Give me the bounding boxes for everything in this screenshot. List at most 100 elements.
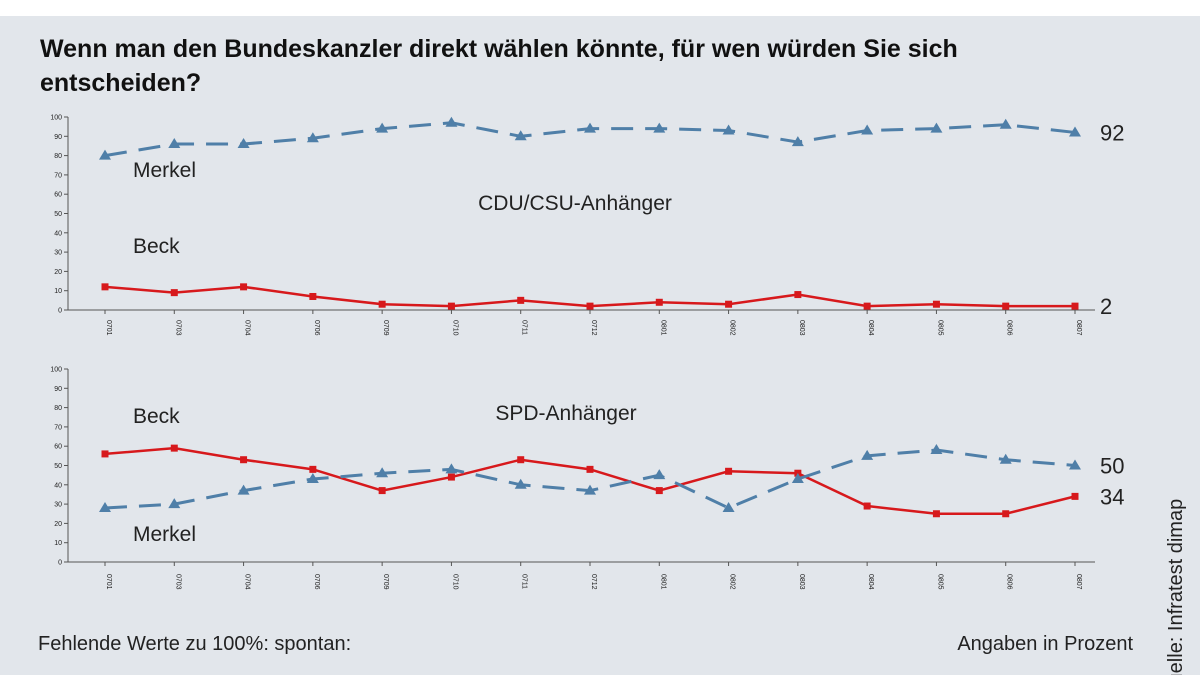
- point: [863, 302, 871, 310]
- point: [514, 130, 527, 141]
- point: [237, 484, 250, 495]
- point: [170, 289, 178, 297]
- y-tick-label: 10: [54, 540, 62, 547]
- point: [309, 292, 317, 300]
- point: [1069, 459, 1081, 470]
- point: [514, 478, 527, 489]
- point: [376, 122, 389, 133]
- x-tick-label: 0706: [313, 320, 320, 336]
- point: [584, 122, 596, 133]
- y-tick-label: 50: [54, 211, 62, 218]
- point: [863, 502, 871, 510]
- y-tick-label: 20: [54, 269, 62, 276]
- x-tick-label: 0704: [244, 320, 251, 336]
- y-tick-label: 90: [54, 134, 62, 141]
- y-tick-label: 60: [54, 192, 62, 199]
- point: [1002, 302, 1010, 310]
- point: [791, 473, 804, 484]
- point: [655, 298, 663, 306]
- x-tick-label: 0807: [1075, 320, 1082, 336]
- end-value-label: 50: [1100, 454, 1124, 479]
- point: [306, 132, 319, 143]
- point: [932, 300, 940, 308]
- series-label: Merkel: [133, 523, 196, 546]
- point: [794, 291, 802, 299]
- point: [309, 465, 317, 473]
- footer-note: Fehlende Werte zu 100%: spontan:: [38, 633, 351, 655]
- x-tick-label: 0701: [105, 320, 112, 336]
- y-tick-label: 40: [54, 230, 62, 237]
- x-tick-label: 0706: [313, 574, 320, 590]
- source: Quelle: Infratest dimap: [1165, 499, 1187, 675]
- y-tick-label: 100: [50, 115, 62, 122]
- panel-title: SPD-Anhänger: [495, 402, 636, 425]
- point: [445, 116, 458, 127]
- point: [240, 283, 248, 291]
- end-value-label: 34: [1100, 484, 1124, 509]
- y-tick-label: 30: [54, 250, 62, 257]
- x-tick-label: 0709: [382, 320, 389, 336]
- point: [1071, 302, 1079, 310]
- x-tick-label: 0703: [174, 574, 181, 590]
- point: [517, 456, 525, 464]
- point: [999, 453, 1012, 464]
- x-tick-label: 0803: [798, 574, 805, 590]
- series-line: [104, 446, 1076, 515]
- point: [930, 122, 943, 133]
- x-tick-label: 0804: [867, 574, 874, 590]
- y-tick-label: 30: [54, 502, 62, 509]
- point: [237, 138, 250, 149]
- y-tick-label: 40: [54, 482, 62, 489]
- series-label: Merkel: [133, 159, 196, 182]
- x-tick-label: 0802: [729, 320, 736, 336]
- point: [655, 487, 663, 495]
- point: [1002, 510, 1010, 518]
- x-tick-label: 0806: [1006, 574, 1013, 590]
- x-tick-label: 0807: [1075, 574, 1082, 590]
- x-tick-label: 0801: [659, 574, 666, 590]
- x-tick-label: 0711: [521, 320, 528, 335]
- x-tick-label: 0704: [244, 574, 251, 590]
- y-tick-label: 0: [58, 308, 62, 315]
- point: [170, 444, 178, 452]
- y-tick-label: 80: [54, 405, 62, 412]
- point: [240, 456, 248, 464]
- point: [445, 463, 458, 474]
- point: [168, 138, 181, 149]
- x-tick-label: 0804: [867, 320, 874, 336]
- point: [586, 302, 594, 310]
- point: [999, 118, 1012, 129]
- y-tick-label: 50: [54, 463, 62, 470]
- y-tick-label: 20: [54, 521, 62, 528]
- y-tick-label: 80: [54, 153, 62, 160]
- point: [861, 449, 874, 460]
- point: [99, 501, 111, 512]
- y-tick-label: 10: [54, 288, 62, 295]
- point: [376, 467, 389, 478]
- point: [101, 283, 109, 291]
- point: [791, 136, 804, 147]
- point: [378, 487, 386, 495]
- point: [517, 296, 525, 304]
- y-tick-label: 70: [54, 424, 62, 431]
- footer-unit: Angaben in Prozent: [957, 633, 1133, 655]
- y-tick-label: 90: [54, 386, 62, 393]
- x-tick-label: 0712: [590, 574, 597, 590]
- point: [1069, 126, 1081, 137]
- end-value-label: 92: [1100, 120, 1124, 145]
- point: [932, 510, 940, 518]
- end-value-label: 2: [1100, 294, 1112, 319]
- x-tick-label: 0801: [659, 320, 666, 336]
- point: [306, 473, 319, 484]
- x-tick-label: 0709: [382, 574, 389, 590]
- x-tick-label: 0710: [451, 320, 458, 336]
- point: [378, 300, 386, 308]
- point: [99, 149, 111, 160]
- point: [168, 498, 181, 509]
- series-label: Beck: [133, 405, 180, 428]
- series-label: Beck: [133, 235, 180, 258]
- point: [653, 469, 666, 480]
- x-tick-label: 0805: [936, 574, 943, 590]
